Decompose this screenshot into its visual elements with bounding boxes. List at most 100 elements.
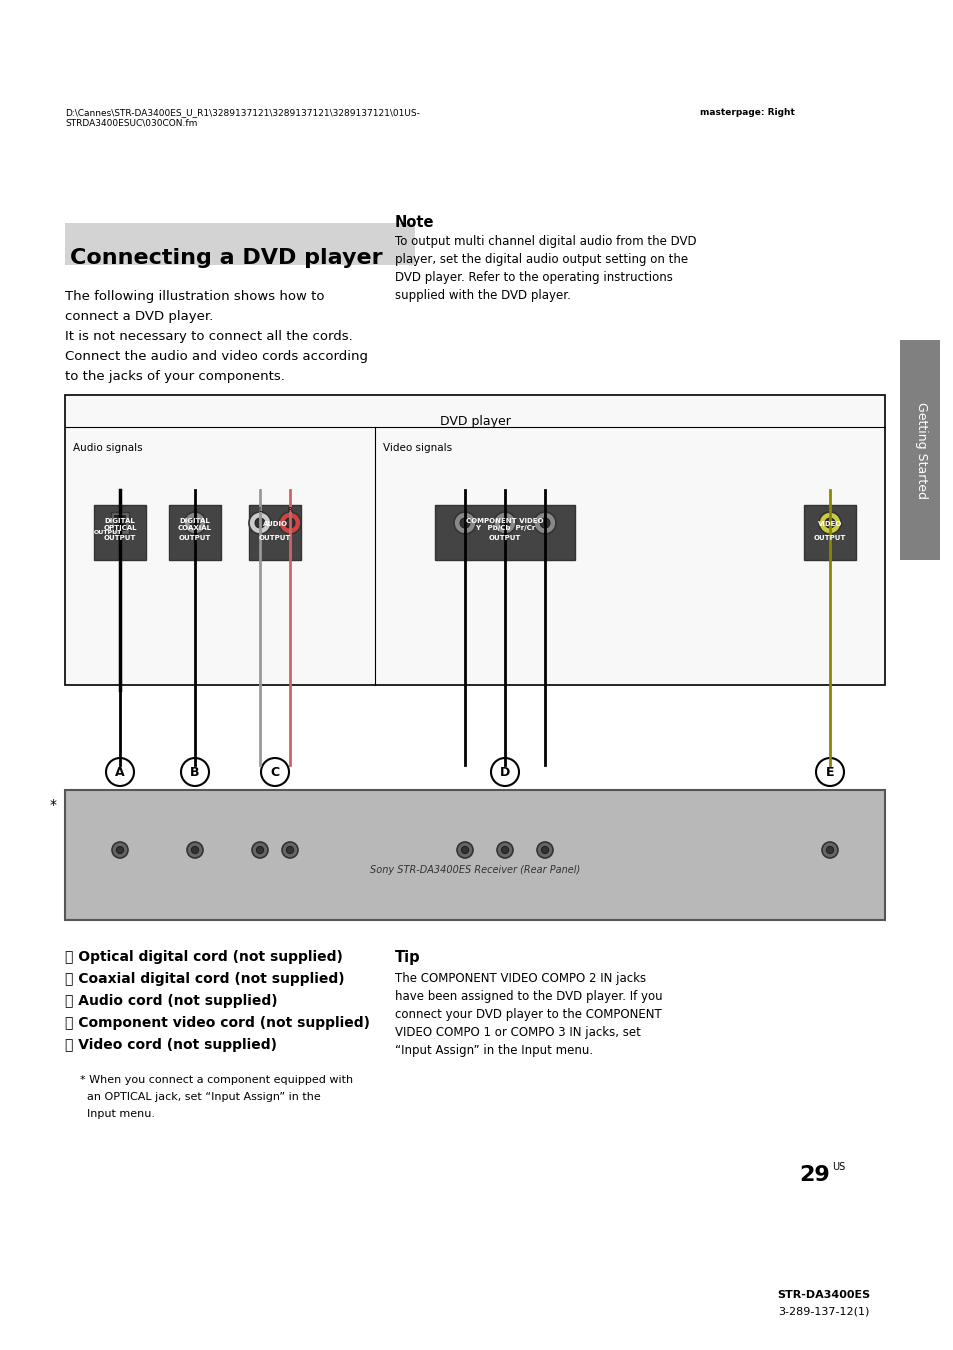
Circle shape	[254, 518, 265, 528]
Circle shape	[501, 846, 508, 853]
Text: US: US	[831, 1162, 844, 1172]
Text: AUDIO: AUDIO	[262, 521, 287, 528]
Circle shape	[494, 512, 516, 535]
Circle shape	[499, 518, 510, 528]
Text: an OPTICAL jack, set “Input Assign” in the: an OPTICAL jack, set “Input Assign” in t…	[80, 1092, 320, 1102]
Text: B: B	[190, 765, 199, 779]
Bar	[113, 514, 126, 531]
Text: E: E	[825, 765, 833, 779]
Text: connect a DVD player.: connect a DVD player.	[65, 310, 213, 323]
Circle shape	[534, 512, 556, 535]
Circle shape	[539, 518, 549, 528]
Circle shape	[824, 518, 834, 528]
Text: DVD player: DVD player	[439, 414, 510, 428]
Text: *: *	[50, 798, 57, 811]
Circle shape	[116, 846, 124, 853]
Text: R: R	[287, 508, 292, 513]
Text: The following illustration shows how to: The following illustration shows how to	[65, 290, 324, 302]
Text: Ⓑ Coaxial digital cord (not supplied): Ⓑ Coaxial digital cord (not supplied)	[65, 972, 344, 986]
Text: OUTPUT: OUTPUT	[94, 529, 122, 535]
Circle shape	[461, 846, 468, 853]
Circle shape	[459, 518, 470, 528]
Circle shape	[261, 757, 289, 786]
Circle shape	[190, 518, 200, 528]
Text: Ⓒ Audio cord (not supplied): Ⓒ Audio cord (not supplied)	[65, 994, 277, 1008]
Text: OUTPUT: OUTPUT	[258, 535, 291, 540]
Circle shape	[286, 846, 294, 853]
Bar	[111, 512, 129, 535]
Circle shape	[497, 842, 513, 859]
Text: “Input Assign” in the Input menu.: “Input Assign” in the Input menu.	[395, 1044, 593, 1057]
Circle shape	[249, 512, 271, 535]
Circle shape	[456, 842, 473, 859]
Text: Getting Started: Getting Started	[915, 401, 927, 498]
Circle shape	[187, 842, 203, 859]
Text: Note: Note	[395, 215, 434, 230]
Text: A: A	[115, 765, 125, 779]
Text: Audio signals: Audio signals	[73, 443, 143, 454]
Circle shape	[278, 512, 301, 535]
Text: connect your DVD player to the COMPONENT: connect your DVD player to the COMPONENT	[395, 1008, 661, 1021]
Circle shape	[252, 842, 268, 859]
Bar	[803, 505, 855, 560]
Text: OUTPUT: OUTPUT	[104, 535, 136, 540]
Text: OUTPUT: OUTPUT	[813, 535, 845, 540]
Circle shape	[491, 757, 518, 786]
Circle shape	[282, 842, 297, 859]
Circle shape	[285, 518, 294, 528]
Text: Video signals: Video signals	[382, 443, 452, 454]
Bar	[65, 790, 884, 919]
Text: L: L	[258, 508, 262, 513]
Bar	[435, 505, 575, 560]
Text: Input menu.: Input menu.	[80, 1108, 154, 1119]
Text: OUTPUT: OUTPUT	[178, 535, 211, 540]
Circle shape	[106, 757, 133, 786]
Text: player, set the digital audio output setting on the: player, set the digital audio output set…	[395, 252, 687, 266]
Bar	[169, 505, 221, 560]
Text: D:\Cannes\STR-DA3400ES_U_R1\3289137121\3289137121\3289137121\01US-
STRDA3400ESUC: D:\Cannes\STR-DA3400ES_U_R1\3289137121\3…	[65, 108, 419, 127]
Bar	[65, 396, 884, 684]
Text: supplied with the DVD player.: supplied with the DVD player.	[395, 289, 570, 302]
Circle shape	[821, 842, 837, 859]
Circle shape	[818, 512, 841, 535]
Text: have been assigned to the DVD player. If you: have been assigned to the DVD player. If…	[395, 990, 662, 1003]
Text: VIDEO COMPO 1 or COMPO 3 IN jacks, set: VIDEO COMPO 1 or COMPO 3 IN jacks, set	[395, 1026, 640, 1040]
Circle shape	[825, 846, 833, 853]
Text: DVD player. Refer to the operating instructions: DVD player. Refer to the operating instr…	[395, 271, 672, 284]
Text: Ⓓ Component video cord (not supplied): Ⓓ Component video cord (not supplied)	[65, 1017, 370, 1030]
Text: Connecting a DVD player: Connecting a DVD player	[70, 248, 382, 269]
Text: masterpage: Right: masterpage: Right	[700, 108, 794, 117]
Circle shape	[454, 512, 476, 535]
Text: OUTPUT: OUTPUT	[488, 535, 520, 540]
Text: VIDEO: VIDEO	[817, 521, 841, 528]
Bar	[94, 505, 146, 560]
Text: STR-DA3400ES: STR-DA3400ES	[776, 1291, 869, 1300]
Text: Ⓐ Optical digital cord (not supplied): Ⓐ Optical digital cord (not supplied)	[65, 950, 342, 964]
Text: COMPONENT VIDEO
Y   Pb/Cb  Pr/Cr: COMPONENT VIDEO Y Pb/Cb Pr/Cr	[466, 518, 543, 531]
Text: Sony STR-DA3400ES Receiver (Rear Panel): Sony STR-DA3400ES Receiver (Rear Panel)	[370, 865, 579, 875]
Text: C: C	[270, 765, 279, 779]
Circle shape	[537, 842, 553, 859]
Bar	[249, 505, 301, 560]
Text: DIGITAL
OPTICAL: DIGITAL OPTICAL	[103, 518, 136, 531]
FancyBboxPatch shape	[65, 223, 415, 265]
Text: Connect the audio and video cords according: Connect the audio and video cords accord…	[65, 350, 368, 363]
Text: * When you connect a component equipped with: * When you connect a component equipped …	[80, 1075, 353, 1085]
Text: to the jacks of your components.: to the jacks of your components.	[65, 370, 285, 383]
Circle shape	[192, 846, 198, 853]
Text: To output multi channel digital audio from the DVD: To output multi channel digital audio fr…	[395, 235, 696, 248]
Text: D: D	[499, 765, 510, 779]
Text: 3-289-137-12(1): 3-289-137-12(1)	[778, 1307, 869, 1318]
Circle shape	[256, 846, 263, 853]
Circle shape	[181, 757, 209, 786]
Text: It is not necessary to connect all the cords.: It is not necessary to connect all the c…	[65, 329, 353, 343]
Circle shape	[184, 512, 206, 535]
Circle shape	[541, 846, 548, 853]
Text: DIGITAL
COAXIAL: DIGITAL COAXIAL	[178, 518, 212, 531]
Text: 29: 29	[799, 1165, 829, 1185]
Circle shape	[112, 842, 128, 859]
Text: Ⓔ Video cord (not supplied): Ⓔ Video cord (not supplied)	[65, 1038, 276, 1052]
Circle shape	[815, 757, 843, 786]
Text: Tip: Tip	[395, 950, 420, 965]
Text: The COMPONENT VIDEO COMPO 2 IN jacks: The COMPONENT VIDEO COMPO 2 IN jacks	[395, 972, 645, 986]
